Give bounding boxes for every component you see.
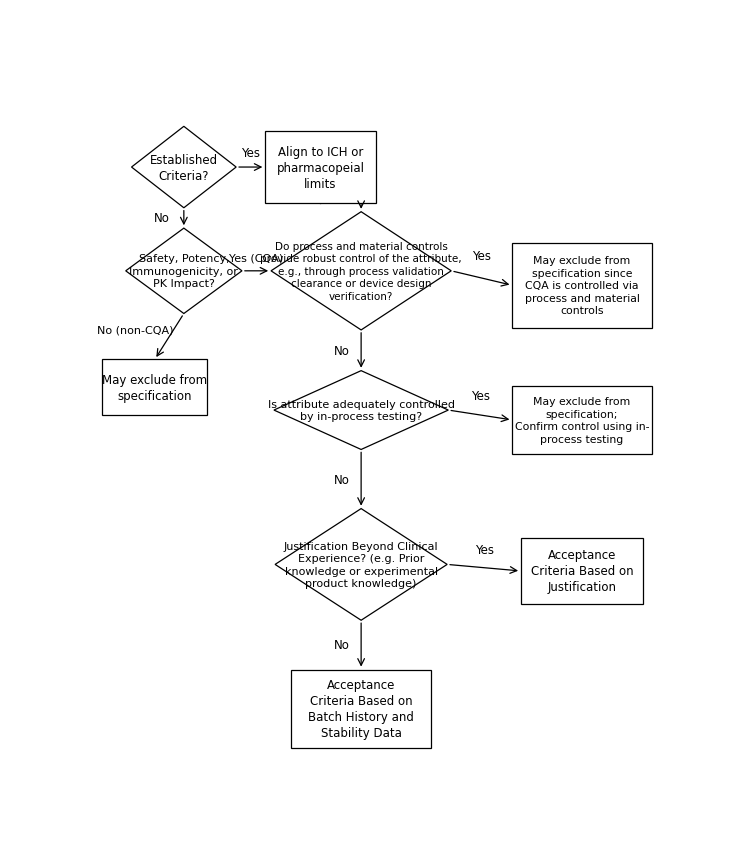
Text: May exclude from
specification;
Confirm control using in-
process testing: May exclude from specification; Confirm … (514, 397, 650, 444)
FancyBboxPatch shape (521, 538, 643, 604)
Text: No: No (334, 639, 350, 652)
FancyBboxPatch shape (512, 244, 652, 329)
Polygon shape (126, 229, 242, 314)
FancyBboxPatch shape (512, 386, 652, 454)
Polygon shape (274, 371, 448, 450)
Polygon shape (275, 509, 447, 620)
Text: Yes: Yes (242, 147, 260, 159)
FancyBboxPatch shape (266, 132, 376, 204)
Polygon shape (131, 127, 236, 209)
Text: Established
Criteria?: Established Criteria? (150, 153, 218, 182)
Text: Safety, Potency,
Immunogenicity, or
PK Impact?: Safety, Potency, Immunogenicity, or PK I… (130, 254, 238, 289)
Text: No: No (334, 344, 350, 357)
Text: May exclude from
specification since
CQA is controlled via
process and material
: May exclude from specification since CQA… (524, 256, 640, 316)
Text: No: No (154, 212, 170, 225)
Text: Acceptance
Criteria Based on
Batch History and
Stability Data: Acceptance Criteria Based on Batch Histo… (308, 678, 414, 740)
Text: Acceptance
Criteria Based on
Justification: Acceptance Criteria Based on Justificati… (531, 549, 633, 594)
Text: May exclude from
specification: May exclude from specification (102, 373, 207, 402)
Text: Yes: Yes (475, 544, 494, 556)
Polygon shape (271, 212, 452, 331)
Text: Yes: Yes (472, 250, 491, 263)
Text: Do process and material controls
provide robust control of the attribute,
e.g., : Do process and material controls provide… (260, 242, 462, 302)
Text: Align to ICH or
pharmacopeial
limits: Align to ICH or pharmacopeial limits (277, 146, 364, 190)
FancyBboxPatch shape (291, 670, 430, 748)
FancyBboxPatch shape (103, 360, 207, 415)
Text: No (non-CQA): No (non-CQA) (97, 325, 173, 336)
Text: No: No (334, 473, 350, 486)
Text: Yes (CQA): Yes (CQA) (230, 253, 284, 263)
Text: Is attribute adequately controlled
by in-process testing?: Is attribute adequately controlled by in… (268, 400, 454, 422)
Text: Yes: Yes (471, 389, 490, 402)
Text: Justification Beyond Clinical
Experience? (e.g. Prior
knowledge or experimental
: Justification Beyond Clinical Experience… (284, 541, 439, 589)
